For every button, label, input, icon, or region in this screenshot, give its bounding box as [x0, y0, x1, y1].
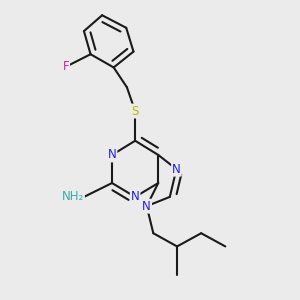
Text: NH₂: NH₂ [62, 190, 84, 203]
Text: N: N [172, 163, 181, 176]
Text: N: N [131, 190, 140, 203]
Text: S: S [131, 104, 139, 118]
Text: N: N [142, 200, 151, 213]
Text: F: F [62, 60, 69, 73]
Text: N: N [108, 148, 116, 161]
